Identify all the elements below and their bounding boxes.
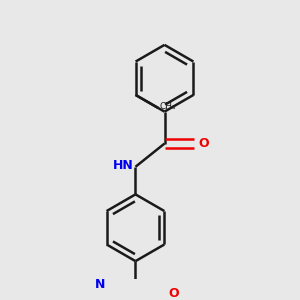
Text: CH₃: CH₃	[160, 102, 176, 111]
Text: HN: HN	[113, 159, 134, 172]
Text: O: O	[169, 286, 179, 300]
Text: N: N	[94, 278, 105, 291]
Text: O: O	[198, 137, 208, 150]
